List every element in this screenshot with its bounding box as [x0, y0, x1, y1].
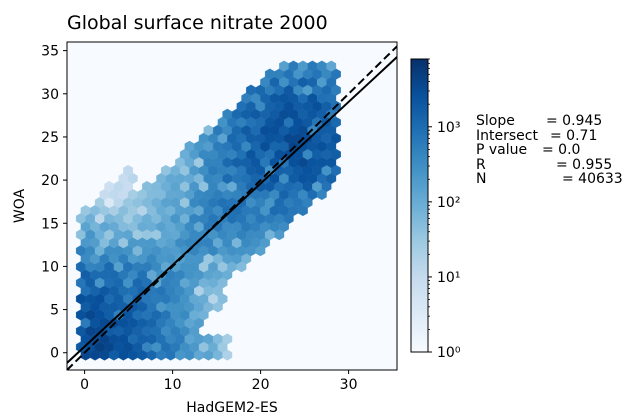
regression-line: [67, 56, 397, 364]
hexbin-cell: [222, 333, 233, 345]
x-axis-label: HadGEM2-ES: [186, 400, 278, 416]
x-tick-label: 10: [164, 377, 182, 393]
x-axis-ticks: 0 10 20 30: [80, 370, 358, 393]
y-tick-label: 30: [41, 87, 59, 103]
stats-box: Slope = 0.945 Intersect = 0.71 P value =…: [476, 114, 623, 187]
y-tick-label: 5: [50, 303, 59, 319]
fit-lines: [67, 45, 397, 370]
x-tick-label: 0: [80, 377, 89, 393]
stat-value: = 0.0: [542, 142, 581, 158]
stat-label: N: [476, 171, 487, 187]
stat-row-n: N = 40633: [476, 171, 623, 187]
stat-label: Slope: [476, 113, 515, 129]
y-axis-label: WOA: [12, 188, 28, 223]
y-tick-label: 35: [41, 44, 59, 60]
stat-label: P value: [476, 142, 528, 158]
x-tick-label: 20: [252, 377, 270, 393]
chart-title: Global surface nitrate 2000: [67, 12, 328, 34]
colorbar-tick-label: 10¹: [437, 270, 460, 286]
stat-value: = 0.71: [550, 127, 598, 144]
y-tick-label: 10: [41, 259, 59, 275]
plot-frame: [66, 41, 398, 371]
colorbar-tick-label: 10⁰: [437, 345, 461, 361]
y-axis-ticks: 0 5 10 15 20 25 30 35: [41, 44, 67, 362]
stat-row-r: R = 0.955: [476, 156, 612, 173]
y-tick-label: 20: [41, 173, 59, 189]
hexbin-cell: [123, 164, 133, 176]
stat-label: Intersect: [476, 127, 538, 144]
stat-value: = 40633: [562, 171, 623, 187]
hexbin-cell: [326, 60, 337, 72]
y-tick-label: 25: [41, 130, 59, 146]
colorbar-tick-label: 10³: [437, 120, 460, 136]
colorbar: [410, 58, 429, 353]
y-tick-label: 15: [41, 216, 59, 232]
colorbar-ticks: 10⁰ 10¹ 10² 10³: [428, 58, 461, 361]
y-tick-label: 0: [50, 346, 59, 362]
stat-row-pvalue: P value = 0.0: [476, 143, 580, 158]
colorbar-tick-label: 10²: [437, 195, 460, 211]
hexbin-layer: [75, 60, 341, 361]
stat-value: = 0.945: [546, 113, 603, 129]
stat-value: = 0.955: [556, 156, 613, 173]
stat-label: R: [476, 156, 486, 173]
x-tick-label: 30: [340, 377, 358, 393]
stat-row-slope: Slope = 0.945: [476, 114, 602, 129]
stat-row-intersect: Intersect = 0.71: [476, 128, 597, 144]
one-to-one-line: [67, 45, 397, 370]
